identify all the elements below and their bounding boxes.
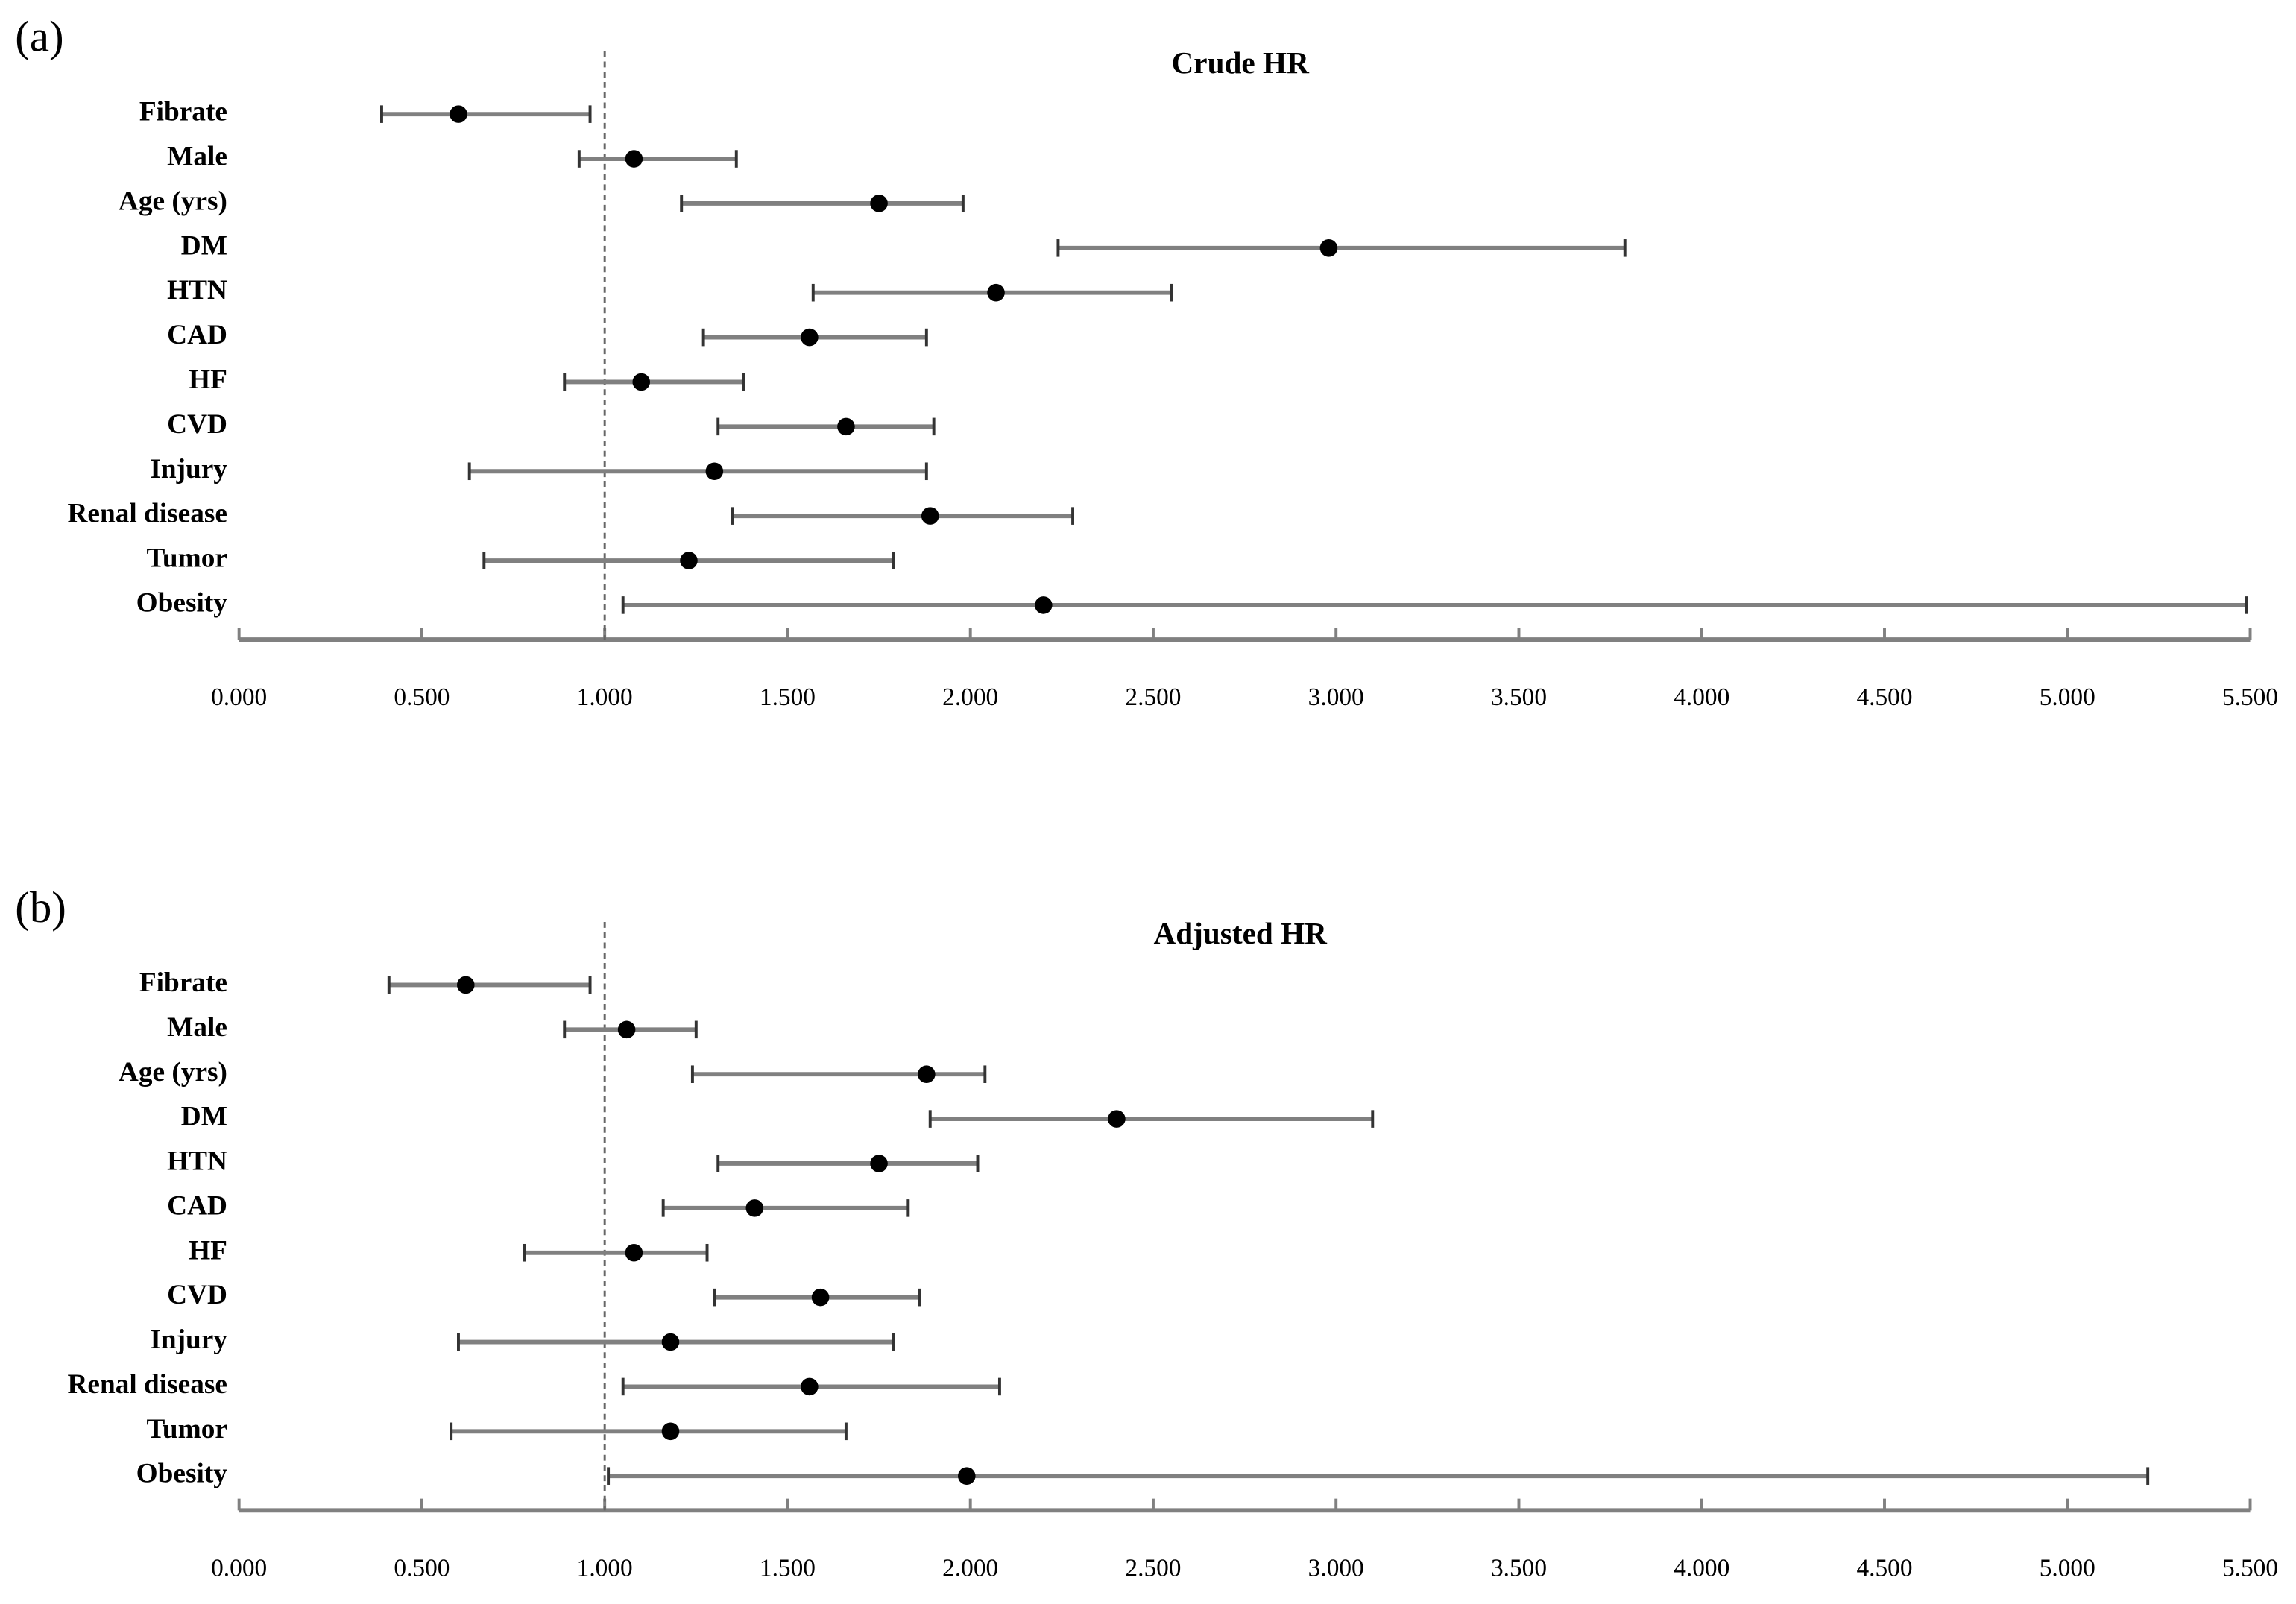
x-tick-label: 3.000 <box>1308 683 1364 711</box>
x-tick-label: 2.500 <box>1125 1554 1181 1582</box>
category-label: Age (yrs) <box>119 186 227 216</box>
category-label: Tumor <box>146 543 227 574</box>
category-label: Renal disease <box>67 499 227 529</box>
point-estimate <box>801 1377 819 1396</box>
x-tick-label: 1.500 <box>760 1554 816 1582</box>
category-label: Injury <box>150 454 227 484</box>
point-estimate <box>457 976 475 994</box>
point-estimate <box>661 1422 680 1441</box>
point-estimate <box>450 105 467 123</box>
x-tick-label: 1.000 <box>577 1554 633 1582</box>
x-tick-label: 4.000 <box>1674 683 1729 711</box>
point-estimate <box>625 150 643 168</box>
x-tick-label: 3.500 <box>1491 1554 1547 1582</box>
point-estimate <box>680 552 698 569</box>
x-tick-label: 3.500 <box>1491 683 1547 711</box>
category-label: DM <box>181 1102 227 1132</box>
point-estimate <box>801 328 819 347</box>
category-label: Obesity <box>136 587 228 618</box>
point-estimate <box>811 1288 830 1307</box>
point-estimate <box>632 373 651 391</box>
category-label: Fibrate <box>139 97 227 127</box>
point-estimate <box>987 283 1005 302</box>
category-label: Renal disease <box>67 1369 227 1400</box>
category-label: CAD <box>167 320 227 350</box>
category-label: Male <box>167 1012 227 1043</box>
chart-title: Adjusted HR <box>1153 916 1328 950</box>
x-tick-label: 0.000 <box>211 1554 267 1582</box>
x-tick-label: 0.000 <box>211 683 267 711</box>
category-label: HTN <box>167 275 227 306</box>
x-tick-label: 0.500 <box>394 683 450 711</box>
category-label: Injury <box>150 1324 227 1355</box>
panel-label: (b) <box>15 883 66 932</box>
point-estimate <box>1035 596 1053 614</box>
x-tick-label: 2.000 <box>942 683 998 711</box>
x-tick-label: 3.000 <box>1308 1554 1364 1582</box>
x-tick-label: 4.000 <box>1674 1554 1729 1582</box>
category-label: DM <box>181 230 227 261</box>
x-tick-label: 5.500 <box>2222 683 2278 711</box>
category-label: CVD <box>167 1280 227 1310</box>
point-estimate <box>837 417 855 436</box>
x-tick-label: 1.000 <box>577 683 633 711</box>
point-estimate <box>625 1243 643 1262</box>
point-estimate <box>958 1467 976 1485</box>
x-tick-label: 0.500 <box>394 1554 450 1582</box>
x-tick-label: 5.000 <box>2040 683 2095 711</box>
category-label: Tumor <box>146 1414 227 1444</box>
chart-title: Crude HR <box>1172 45 1311 80</box>
x-tick-label: 5.500 <box>2222 1554 2278 1582</box>
x-tick-label: 1.500 <box>760 683 816 711</box>
panel-label: (a) <box>15 12 63 60</box>
point-estimate <box>918 1065 936 1083</box>
category-label: Male <box>167 142 227 172</box>
point-estimate <box>921 507 939 525</box>
point-estimate <box>870 195 888 212</box>
category-label: HF <box>189 364 227 395</box>
category-label: HF <box>189 1235 227 1266</box>
point-estimate <box>870 1155 888 1172</box>
point-estimate <box>1319 239 1338 257</box>
point-estimate <box>661 1333 680 1351</box>
point-estimate <box>745 1199 764 1217</box>
category-label: Obesity <box>136 1459 228 1489</box>
point-estimate <box>1108 1110 1126 1128</box>
category-label: Fibrate <box>139 967 227 998</box>
x-tick-label: 4.500 <box>1856 683 1912 711</box>
x-tick-label: 5.000 <box>2040 1554 2095 1582</box>
x-tick-label: 2.000 <box>942 1554 998 1582</box>
x-tick-label: 4.500 <box>1856 1554 1912 1582</box>
category-label: HTN <box>167 1146 227 1177</box>
point-estimate <box>617 1020 636 1039</box>
category-label: CVD <box>167 409 227 440</box>
point-estimate <box>705 462 724 481</box>
category-label: Age (yrs) <box>119 1057 227 1087</box>
x-tick-label: 2.500 <box>1125 683 1181 711</box>
category-label: CAD <box>167 1190 227 1221</box>
